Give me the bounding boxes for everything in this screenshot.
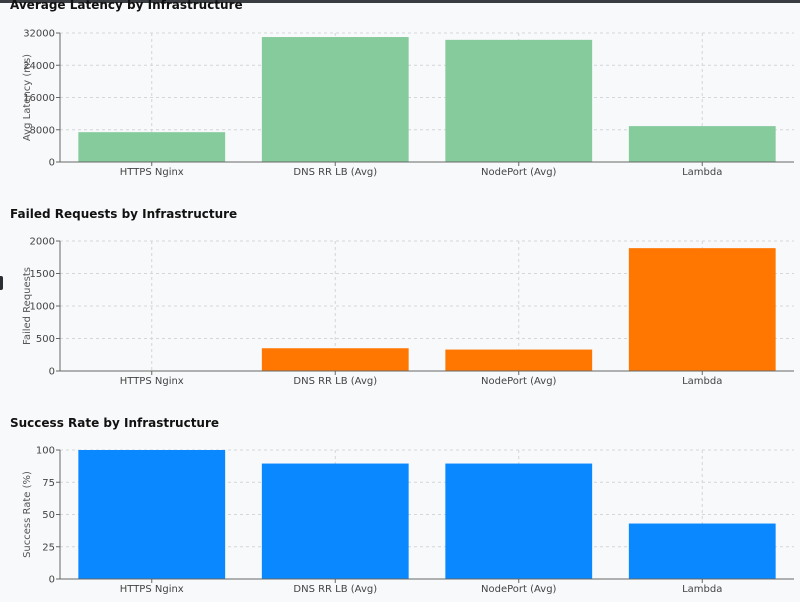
latency-bar: [445, 39, 593, 162]
success-x-tick-label: NodePort (Avg): [481, 584, 557, 595]
success-x-tick-label: DNS RR LB (Avg): [293, 584, 377, 595]
success-y-axis-title: Success Rate (%): [22, 471, 33, 558]
success-y-tick-label: 50: [42, 510, 55, 521]
failed-bar: [628, 248, 776, 371]
failed-y-tick-label: 500: [36, 334, 55, 345]
latency-y-axis-title: Avg Latency (ms): [22, 54, 33, 141]
failed-x-tick-label: Lambda: [682, 376, 722, 387]
success-bar: [445, 463, 593, 579]
failed-requests-chart: 0 500 1000 1500 2000 HTTPS Nginx DNS RR LB (Av…: [22, 237, 794, 387]
success-rate-chart: 0 25 50 75 100 HTTPS Nginx DNS RR LB (Avg) Node…: [22, 446, 794, 595]
failed-y-tick-label: 2000: [30, 237, 55, 248]
latency-x-tick-label: Lambda: [682, 167, 722, 178]
latency-chart: 0 8000 16000 24000 32000 HTTPS Nginx DNS RR LB…: [22, 29, 794, 178]
failed-bar: [261, 348, 409, 371]
failed-y-tick-label: 0: [49, 367, 55, 378]
success-x-tick-label: HTTPS Nginx: [120, 584, 184, 595]
latency-bar: [261, 37, 409, 162]
success-x-tick-label: Lambda: [682, 584, 722, 595]
latency-x-tick-label: HTTPS Nginx: [120, 167, 184, 178]
failed-x-tick-label: NodePort (Avg): [481, 376, 557, 387]
latency-y-tick-label: 16000: [23, 93, 55, 104]
success-y-tick-label: 75: [42, 478, 55, 489]
latency-y-tick-label: 24000: [23, 61, 55, 72]
success-bar: [261, 463, 409, 579]
latency-y-tick-label: 0: [49, 158, 55, 169]
failed-bar: [445, 349, 593, 371]
failed-y-tick-label: 1000: [30, 302, 55, 313]
success-bar: [78, 450, 226, 579]
latency-y-tick-label: 32000: [23, 29, 55, 40]
left-edge-handle: [0, 276, 3, 290]
chart-title-failed: Failed Requests by Infrastructure: [10, 207, 238, 221]
failed-y-tick-label: 1500: [30, 269, 55, 280]
success-bar: [628, 523, 776, 579]
success-y-tick-label: 25: [42, 542, 55, 553]
chart-title-latency: Average Latency by Infrastructure: [10, 0, 243, 12]
success-y-tick-label: 0: [49, 575, 55, 586]
latency-x-tick-label: DNS RR LB (Avg): [293, 167, 377, 178]
chart-title-success: Success Rate by Infrastructure: [10, 416, 220, 430]
latency-y-tick-label: 8000: [30, 125, 55, 136]
latency-bar: [628, 126, 776, 162]
success-y-tick-label: 100: [36, 446, 55, 457]
latency-x-tick-label: NodePort (Avg): [481, 167, 557, 178]
failed-y-axis-title: Failed Requests: [22, 267, 33, 345]
latency-bar: [78, 132, 226, 162]
failed-x-tick-label: DNS RR LB (Avg): [293, 376, 377, 387]
window-top-border: [0, 0, 800, 3]
failed-x-tick-label: HTTPS Nginx: [120, 376, 184, 387]
